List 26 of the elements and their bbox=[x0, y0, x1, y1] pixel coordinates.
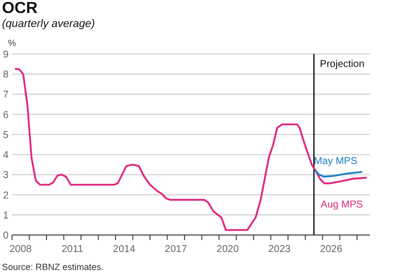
series-label: Aug MPS bbox=[320, 200, 364, 211]
y-tick-label: 3 bbox=[3, 170, 9, 182]
x-tick-label: 2017 bbox=[164, 244, 188, 255]
y-tick-label: 4 bbox=[3, 150, 9, 162]
y-axis-title: % bbox=[8, 38, 16, 48]
y-tick-label: 7 bbox=[3, 90, 9, 101]
x-tick-label: 2008 bbox=[10, 244, 32, 255]
x-tick-label: 2020 bbox=[216, 244, 240, 255]
source-note: Source: RBNZ estimates. bbox=[2, 262, 104, 272]
y-tick-label: 6 bbox=[3, 110, 9, 121]
chart-subtitle: (quarterly average) bbox=[2, 18, 95, 30]
y-tick-label: 8 bbox=[3, 70, 9, 81]
series-label: May MPS bbox=[314, 156, 358, 167]
y-tick-label: 5 bbox=[3, 130, 9, 141]
x-tick-label: 2011 bbox=[62, 244, 84, 255]
chart-title: OCR bbox=[2, 0, 38, 18]
x-tick-label: 2023 bbox=[268, 244, 291, 255]
ref-line-label: Projection bbox=[320, 59, 364, 70]
x-tick-label: 2014 bbox=[113, 244, 136, 255]
line-series bbox=[314, 169, 364, 178]
y-tick-label: 1 bbox=[3, 210, 9, 222]
line-series bbox=[14, 68, 368, 231]
y-tick-label: 9 bbox=[3, 50, 9, 60]
y-tick-label: 0 bbox=[3, 230, 9, 242]
x-tick-label: 2026 bbox=[320, 244, 343, 255]
y-tick-label: 2 bbox=[3, 190, 9, 202]
